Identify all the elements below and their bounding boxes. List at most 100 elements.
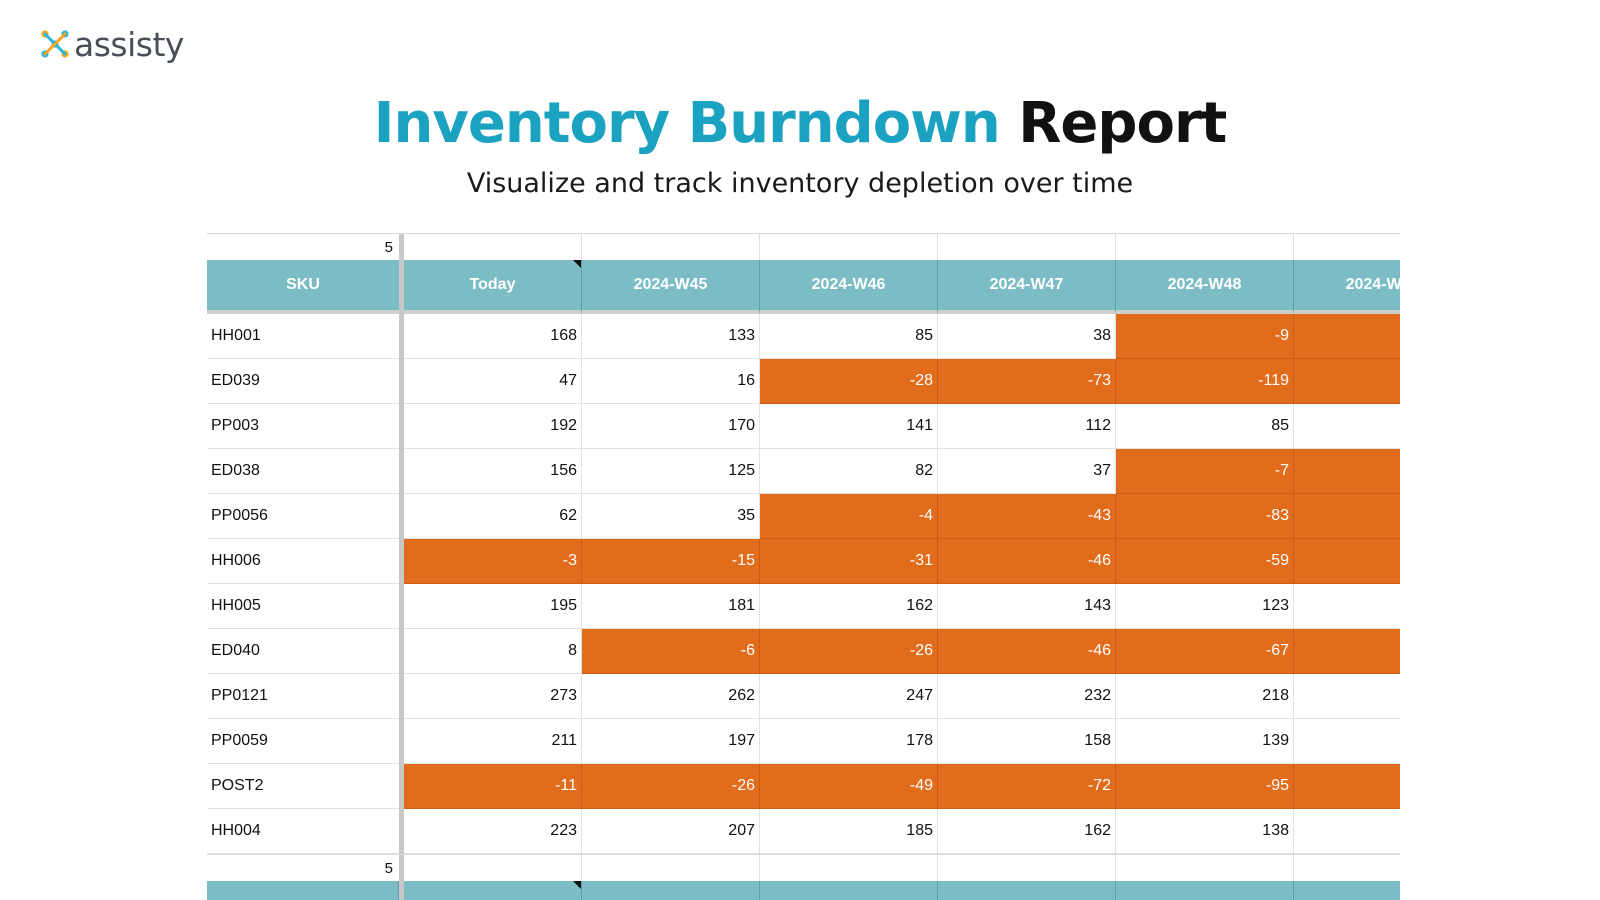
column-header-cell[interactable] xyxy=(760,881,938,900)
negative-stock-cell[interactable]: -7 xyxy=(1116,449,1294,494)
frozen-column-divider[interactable] xyxy=(399,719,404,764)
frozen-column-divider[interactable] xyxy=(399,314,404,359)
stock-cell[interactable]: 262 xyxy=(582,674,760,719)
frozen-column-divider[interactable] xyxy=(399,809,404,854)
stock-cell[interactable]: 218 xyxy=(1116,674,1294,719)
filter-cell[interactable] xyxy=(1294,234,1400,260)
stock-cell[interactable]: 38 xyxy=(938,314,1116,359)
frozen-column-divider[interactable] xyxy=(399,234,404,260)
filter-cell[interactable] xyxy=(1116,855,1294,881)
column-header-week[interactable]: 2024-W46 xyxy=(760,260,938,314)
frozen-column-divider[interactable] xyxy=(399,260,404,314)
negative-stock-cell[interactable]: -95 xyxy=(1116,764,1294,809)
sku-cell[interactable]: ED040 xyxy=(207,629,399,674)
negative-stock-cell[interactable]: -49 xyxy=(760,764,938,809)
frozen-column-divider[interactable] xyxy=(399,404,404,449)
stock-cell[interactable]: 158 xyxy=(938,719,1116,764)
negative-stock-cell[interactable]: -67 xyxy=(1116,629,1294,674)
stock-cell[interactable]: 185 xyxy=(760,809,938,854)
column-header-week[interactable]: 2024-W47 xyxy=(938,260,1116,314)
stock-cell[interactable]: 223 xyxy=(404,809,582,854)
stock-cell[interactable]: 8 xyxy=(404,629,582,674)
sku-cell[interactable]: PP0059 xyxy=(207,719,399,764)
filter-cell[interactable] xyxy=(760,855,938,881)
negative-stock-cell[interactable]: -59 xyxy=(1116,539,1294,584)
frozen-column-divider[interactable] xyxy=(399,764,404,809)
negative-stock-cell[interactable]: -6 xyxy=(582,629,760,674)
stock-cell[interactable]: 192 xyxy=(404,404,582,449)
sku-cell[interactable]: ED039 xyxy=(207,359,399,404)
stock-cell[interactable]: 162 xyxy=(760,584,938,629)
stock-cell[interactable]: 232 xyxy=(938,674,1116,719)
filter-cell[interactable] xyxy=(582,855,760,881)
column-header-cell[interactable] xyxy=(938,881,1116,900)
frozen-column-divider[interactable] xyxy=(399,629,404,674)
negative-stock-cell[interactable]: -119 xyxy=(1116,359,1294,404)
stock-cell[interactable]: 133 xyxy=(582,314,760,359)
stock-cell[interactable]: 247 xyxy=(760,674,938,719)
negative-stock-cell[interactable]: -3 xyxy=(404,539,582,584)
negative-stock-cell[interactable] xyxy=(1294,539,1400,584)
stock-cell[interactable]: 170 xyxy=(582,404,760,449)
stock-cell[interactable]: 273 xyxy=(404,674,582,719)
stock-cell[interactable] xyxy=(1294,719,1400,764)
stock-cell[interactable]: 143 xyxy=(938,584,1116,629)
negative-stock-cell[interactable] xyxy=(1294,764,1400,809)
filter-cell[interactable] xyxy=(404,234,582,260)
negative-stock-cell[interactable]: -46 xyxy=(938,629,1116,674)
negative-stock-cell[interactable]: -28 xyxy=(760,359,938,404)
column-header-week[interactable]: 2024-W49 xyxy=(1294,260,1400,314)
negative-stock-cell[interactable]: -26 xyxy=(582,764,760,809)
column-header-cell[interactable] xyxy=(1294,881,1400,900)
stock-cell[interactable]: 139 xyxy=(1116,719,1294,764)
filter-cell[interactable]: 5 xyxy=(384,238,393,256)
stock-cell[interactable]: 178 xyxy=(760,719,938,764)
stock-cell[interactable]: 125 xyxy=(582,449,760,494)
stock-cell[interactable]: 181 xyxy=(582,584,760,629)
column-header-cell[interactable] xyxy=(207,881,399,900)
stock-cell[interactable]: 47 xyxy=(404,359,582,404)
frozen-column-divider[interactable] xyxy=(399,359,404,404)
negative-stock-cell[interactable] xyxy=(1294,494,1400,539)
negative-stock-cell[interactable]: -72 xyxy=(938,764,1116,809)
negative-stock-cell[interactable]: -11 xyxy=(404,764,582,809)
filter-cell[interactable] xyxy=(938,234,1116,260)
negative-stock-cell[interactable] xyxy=(1294,314,1400,359)
stock-cell[interactable]: 141 xyxy=(760,404,938,449)
negative-stock-cell[interactable]: -9 xyxy=(1116,314,1294,359)
filter-cell[interactable] xyxy=(404,855,582,881)
sku-cell[interactable]: HH001 xyxy=(207,314,399,359)
negative-stock-cell[interactable]: -4 xyxy=(760,494,938,539)
filter-cell[interactable] xyxy=(582,234,760,260)
frozen-column-divider[interactable] xyxy=(399,584,404,629)
negative-stock-cell[interactable]: -46 xyxy=(938,539,1116,584)
stock-cell[interactable]: 82 xyxy=(760,449,938,494)
column-header-cell[interactable] xyxy=(1116,881,1294,900)
stock-cell[interactable]: 197 xyxy=(582,719,760,764)
sku-cell[interactable]: PP003 xyxy=(207,404,399,449)
stock-cell[interactable] xyxy=(1294,809,1400,854)
frozen-column-divider[interactable] xyxy=(399,881,404,900)
frozen-column-divider[interactable] xyxy=(399,674,404,719)
stock-cell[interactable]: 123 xyxy=(1116,584,1294,629)
filter-cell[interactable] xyxy=(1294,855,1400,881)
burndown-spreadsheet[interactable]: 5 SKU Today 2024-W45 2024-W46 2024-W47 2… xyxy=(207,233,1400,900)
stock-cell[interactable]: 16 xyxy=(582,359,760,404)
column-header-today[interactable]: Today xyxy=(404,260,582,314)
stock-cell[interactable]: 62 xyxy=(404,494,582,539)
stock-cell[interactable]: 37 xyxy=(938,449,1116,494)
filter-cell[interactable] xyxy=(938,855,1116,881)
stock-cell[interactable]: 85 xyxy=(1116,404,1294,449)
sku-cell[interactable]: PP0121 xyxy=(207,674,399,719)
negative-stock-cell[interactable]: -73 xyxy=(938,359,1116,404)
filter-cell[interactable]: 5 xyxy=(384,859,393,877)
sku-cell[interactable]: PP0056 xyxy=(207,494,399,539)
stock-cell[interactable]: 162 xyxy=(938,809,1116,854)
filter-cell[interactable] xyxy=(1116,234,1294,260)
negative-stock-cell[interactable] xyxy=(1294,629,1400,674)
filter-cell[interactable] xyxy=(760,234,938,260)
column-header-week[interactable]: 2024-W45 xyxy=(582,260,760,314)
sku-cell[interactable]: HH004 xyxy=(207,809,399,854)
stock-cell[interactable]: 211 xyxy=(404,719,582,764)
negative-stock-cell[interactable]: -26 xyxy=(760,629,938,674)
